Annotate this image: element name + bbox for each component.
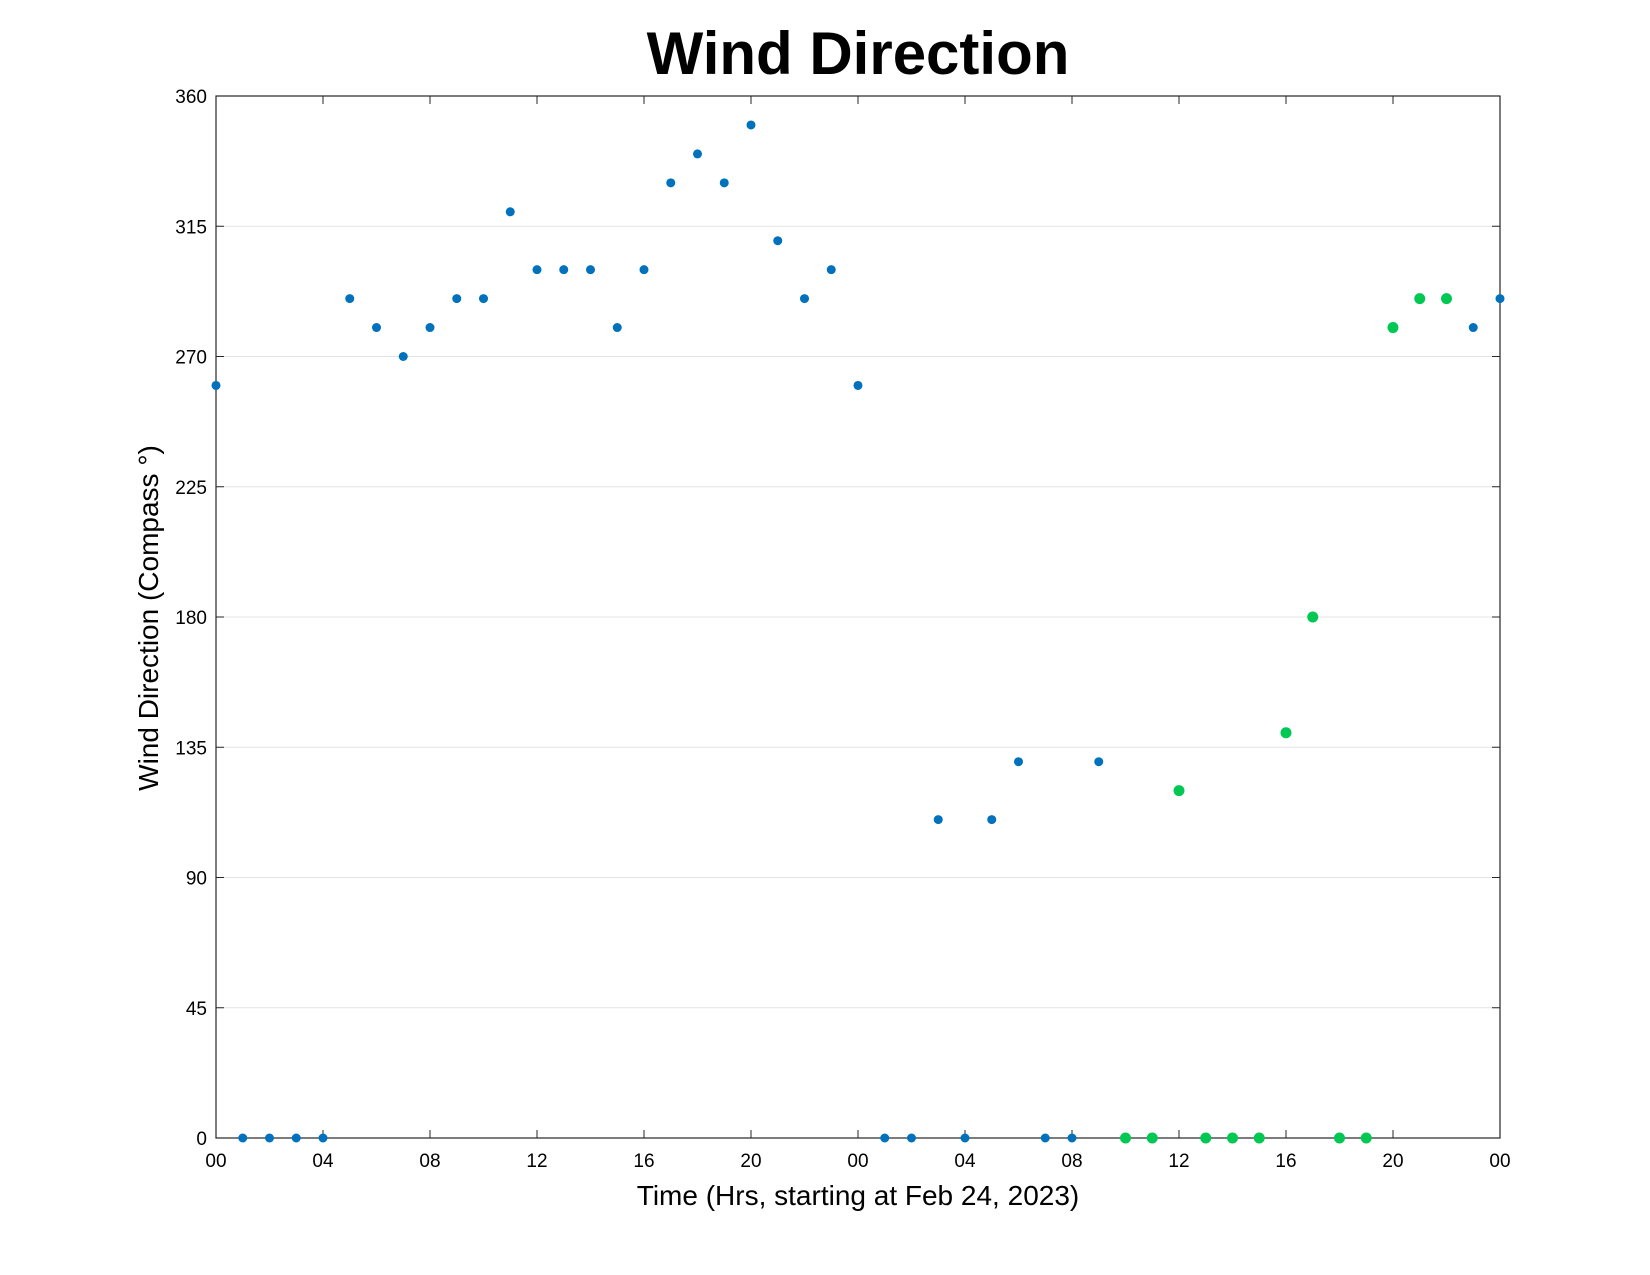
y-axis-label: Wind Direction (Compass °) — [133, 445, 164, 791]
data-point — [1014, 757, 1023, 767]
x-axis-label: Time (Hrs, starting at Feb 24, 2023) — [637, 1180, 1079, 1211]
y-tick-label: 270 — [175, 348, 207, 369]
x-tick-label: 16 — [1275, 1151, 1296, 1172]
x-tick-label: 00 — [205, 1151, 226, 1172]
x-tick-label: 20 — [1382, 1151, 1403, 1172]
data-point — [1334, 1132, 1345, 1144]
data-point — [1146, 1132, 1158, 1144]
data-point — [907, 1133, 916, 1143]
data-point — [853, 380, 863, 390]
data-point — [1200, 1132, 1212, 1144]
data-point — [1094, 757, 1104, 767]
data-point — [933, 815, 943, 825]
data-point — [452, 294, 462, 304]
data-point — [372, 323, 381, 333]
data-point — [719, 178, 729, 188]
data-point — [1387, 322, 1399, 334]
data-point — [318, 1133, 328, 1143]
data-point — [666, 178, 676, 188]
y-tick-label: 135 — [175, 738, 207, 759]
data-point — [1067, 1133, 1077, 1143]
data-point — [1468, 323, 1478, 333]
x-tick-label: 04 — [312, 1151, 334, 1172]
data-point — [639, 265, 649, 275]
y-tick-label: 315 — [175, 217, 207, 238]
data-point — [1173, 785, 1185, 797]
y-tick-label: 180 — [175, 608, 207, 629]
y-tick-label: 0 — [196, 1129, 207, 1150]
data-point — [265, 1133, 274, 1143]
data-point — [960, 1133, 970, 1143]
data-point — [1227, 1132, 1238, 1144]
ticks-layer — [215, 95, 1501, 1139]
x-tick-label: 20 — [740, 1151, 761, 1172]
data-point — [1307, 611, 1319, 623]
x-tick-label: 00 — [1489, 1151, 1510, 1172]
data-point — [1040, 1133, 1050, 1143]
data-point — [479, 294, 488, 304]
data-point — [505, 207, 515, 217]
data-point — [1120, 1132, 1131, 1144]
data-point — [800, 294, 809, 304]
data-point — [1360, 1132, 1372, 1144]
data-points-layer — [211, 120, 1505, 1144]
data-point — [826, 265, 836, 275]
data-point — [425, 323, 435, 333]
data-point — [398, 352, 408, 361]
chart-title: Wind Direction — [647, 20, 1070, 87]
data-point — [238, 1133, 248, 1143]
tick-labels-layer: 0 45 90 135 180 225 270 315 360 00 04 08 12 16 20 00 04 0… — [175, 87, 1510, 1172]
x-tick-label: 12 — [526, 1151, 547, 1172]
y-tick-label: 90 — [186, 869, 207, 890]
y-tick-label: 45 — [186, 999, 207, 1020]
x-tick-label: 08 — [419, 1151, 440, 1172]
data-point — [291, 1133, 301, 1143]
data-point — [987, 815, 997, 825]
y-tick-label: 225 — [175, 478, 207, 499]
data-point — [586, 265, 595, 275]
data-point — [345, 294, 355, 304]
data-point — [1441, 293, 1452, 305]
x-tick-label: 12 — [1168, 1151, 1189, 1172]
data-point — [693, 149, 702, 159]
data-point — [773, 236, 783, 246]
x-tick-label: 08 — [1061, 1151, 1082, 1172]
data-point — [612, 323, 622, 333]
x-tick-label: 04 — [954, 1151, 976, 1172]
data-point — [211, 380, 221, 390]
x-tick-label: 00 — [847, 1151, 868, 1172]
data-point — [1253, 1132, 1265, 1144]
x-tick-label: 16 — [633, 1151, 654, 1172]
data-point — [1495, 294, 1505, 304]
data-point — [532, 265, 542, 275]
data-point — [1414, 293, 1426, 305]
data-point — [1280, 727, 1292, 739]
data-point — [746, 120, 756, 130]
data-point — [880, 1133, 890, 1143]
y-tick-label: 360 — [175, 87, 207, 108]
data-point — [559, 265, 569, 275]
